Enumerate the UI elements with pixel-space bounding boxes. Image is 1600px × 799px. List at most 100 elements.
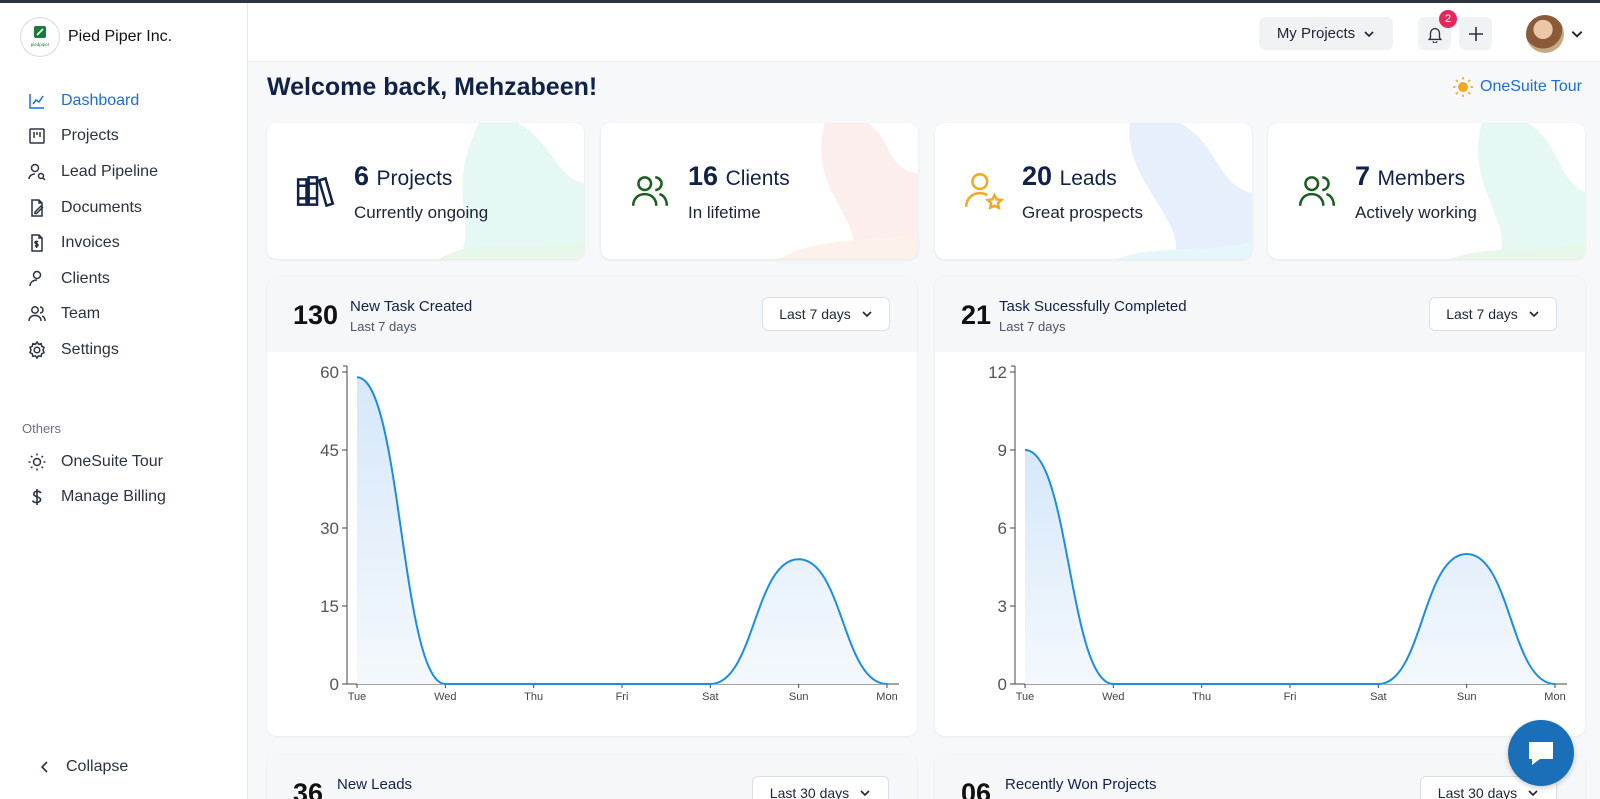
x-tick-label: Tue (348, 691, 367, 703)
chevron-down-icon (1364, 30, 1374, 37)
project-select[interactable]: My Projects (1259, 17, 1393, 50)
brand[interactable]: piedpiper Pied Piper Inc. (20, 17, 172, 57)
x-tick-label: Fri (1284, 691, 1297, 703)
project-select-value: My Projects (1276, 25, 1356, 42)
panel-title: Task Sucessfully Completed (999, 298, 1187, 315)
date-range-select[interactable]: Last 30 days (1420, 776, 1557, 799)
y-tick-label: 15 (320, 597, 339, 616)
brand-logo-text: piedpiper (31, 42, 50, 47)
y-tick-label: 60 (320, 363, 339, 382)
sidebar-item-projects[interactable]: Projects (0, 119, 248, 155)
panel-subtitle: Last 7 days (999, 319, 1066, 334)
panel-count: 06 (961, 778, 992, 799)
users-icon (631, 176, 669, 206)
sidebar-item-documents[interactable]: Documents (0, 190, 248, 226)
date-range-value: Last 30 days (1437, 785, 1518, 799)
area-chart: 0 3 6 9 12 Tue Wed Thu Fri Sat Sun Mon (988, 363, 1567, 703)
chart-line-icon (29, 93, 44, 109)
sidebar-item-settings[interactable]: Settings (0, 332, 248, 368)
stat-card-members[interactable]: 7 Members Actively working (1268, 123, 1585, 259)
stat-subtitle: Great prospects (1022, 203, 1143, 222)
x-tick-label: Sun (1457, 691, 1477, 703)
books-icon (296, 176, 335, 208)
stat-label: Projects (376, 167, 453, 190)
sun-icon (28, 453, 46, 471)
onesuite-tour-link[interactable]: OneSuite Tour (1452, 76, 1582, 98)
x-tick-label: Fri (616, 691, 629, 703)
chevron-down-icon[interactable] (1570, 27, 1584, 41)
sidebar-item-label: Dashboard (61, 91, 140, 109)
sidebar-item-team[interactable]: Team (0, 297, 248, 333)
collapse-button[interactable]: Collapse (38, 758, 128, 776)
stat-card-projects[interactable]: 6 Projects Currently ongoing (267, 123, 584, 259)
stat-number: 6 (354, 161, 370, 191)
window-top-border (0, 0, 1600, 3)
date-range-select[interactable]: Last 30 days (752, 776, 889, 799)
users-icon (1298, 176, 1336, 206)
user-star-icon (964, 172, 1005, 211)
sidebar-item-invoices[interactable]: Invoices (0, 225, 248, 261)
invoice-icon (31, 234, 43, 252)
chat-support-button[interactable] (1508, 720, 1574, 786)
sidebar-item-label: OneSuite Tour (61, 452, 163, 470)
sidebar-item-dashboard[interactable]: Dashboard (0, 83, 248, 119)
chevron-down-icon (860, 790, 870, 797)
sidebar-item-onesuite-tour[interactable]: OneSuite Tour (0, 444, 248, 480)
page-title: Welcome back, Mehzabeen! (267, 73, 598, 101)
stat-value: 16 Clients (688, 161, 790, 192)
x-tick-label: Mon (1544, 691, 1565, 703)
panel-count: 130 (293, 300, 339, 330)
stat-number: 16 (688, 161, 719, 191)
x-tick-label: Tue (1016, 691, 1035, 703)
date-range-select[interactable]: Last 7 days (762, 297, 890, 331)
stat-subtitle: In lifetime (688, 203, 761, 222)
sidebar-item-label: Invoices (61, 234, 120, 252)
sidebar-item-clients[interactable]: Clients (0, 261, 248, 297)
x-tick-label: Sun (789, 691, 809, 703)
card-decoration (778, 123, 918, 259)
stat-label: Leads (1059, 167, 1117, 190)
panel-title: New Task Created (350, 298, 473, 315)
y-tick-label: 3 (998, 597, 1007, 616)
y-tick-label: 12 (988, 363, 1007, 382)
stat-card-clients[interactable]: 16 Clients In lifetime (601, 123, 918, 259)
y-tick-label: 45 (320, 441, 339, 460)
y-tick-label: 0 (330, 675, 339, 694)
tour-link-label: OneSuite Tour (1480, 78, 1582, 95)
user-icon (29, 270, 42, 286)
collapse-label: Collapse (66, 758, 129, 775)
y-tick-label: 30 (320, 519, 339, 538)
stat-subtitle: Currently ongoing (354, 203, 489, 222)
stat-value: 20 Leads (1022, 161, 1117, 192)
sidebar-item-label: Team (61, 305, 101, 323)
sidebar-item-lead-pipeline[interactable]: Lead Pipeline (0, 154, 248, 190)
add-button[interactable] (1459, 17, 1492, 50)
sidebar-item-label: Projects (61, 127, 119, 145)
card-decoration (439, 123, 584, 259)
x-tick-label: Thu (1192, 691, 1211, 703)
x-tick-label: Sat (1370, 691, 1387, 703)
notifications-button[interactable]: 2 (1418, 10, 1457, 50)
document-edit-icon (31, 198, 44, 217)
x-tick-label: Wed (1102, 691, 1124, 703)
notification-count-badge: 2 (1439, 10, 1457, 28)
x-tick-label: Sat (702, 691, 719, 703)
y-tick-label: 9 (998, 441, 1007, 460)
stat-card-leads[interactable]: 20 Leads Great prospects (935, 123, 1252, 259)
avatar[interactable] (1526, 15, 1564, 53)
panel-recently-won: 06 Recently Won Projects Last 30 days (935, 754, 1585, 799)
top-header: My Projects 2 (248, 3, 1600, 62)
brand-logo: piedpiper (20, 17, 60, 57)
date-range-select[interactable]: Last 7 days (1429, 297, 1557, 331)
stat-number: 20 (1022, 161, 1053, 191)
series-area (357, 377, 887, 684)
sun-icon (1453, 77, 1473, 97)
user-search-icon (28, 163, 46, 181)
sidebar-item-label: Documents (61, 198, 142, 216)
x-tick-label: Thu (524, 691, 543, 703)
chart-panel-completed-tasks: 21 Task Sucessfully Completed Last 7 day… (935, 276, 1585, 736)
dollar-icon (31, 489, 42, 506)
stat-value: 6 Projects (354, 161, 452, 192)
stat-subtitle: Actively working (1355, 203, 1477, 222)
sidebar-item-manage-billing[interactable]: Manage Billing (0, 480, 248, 516)
